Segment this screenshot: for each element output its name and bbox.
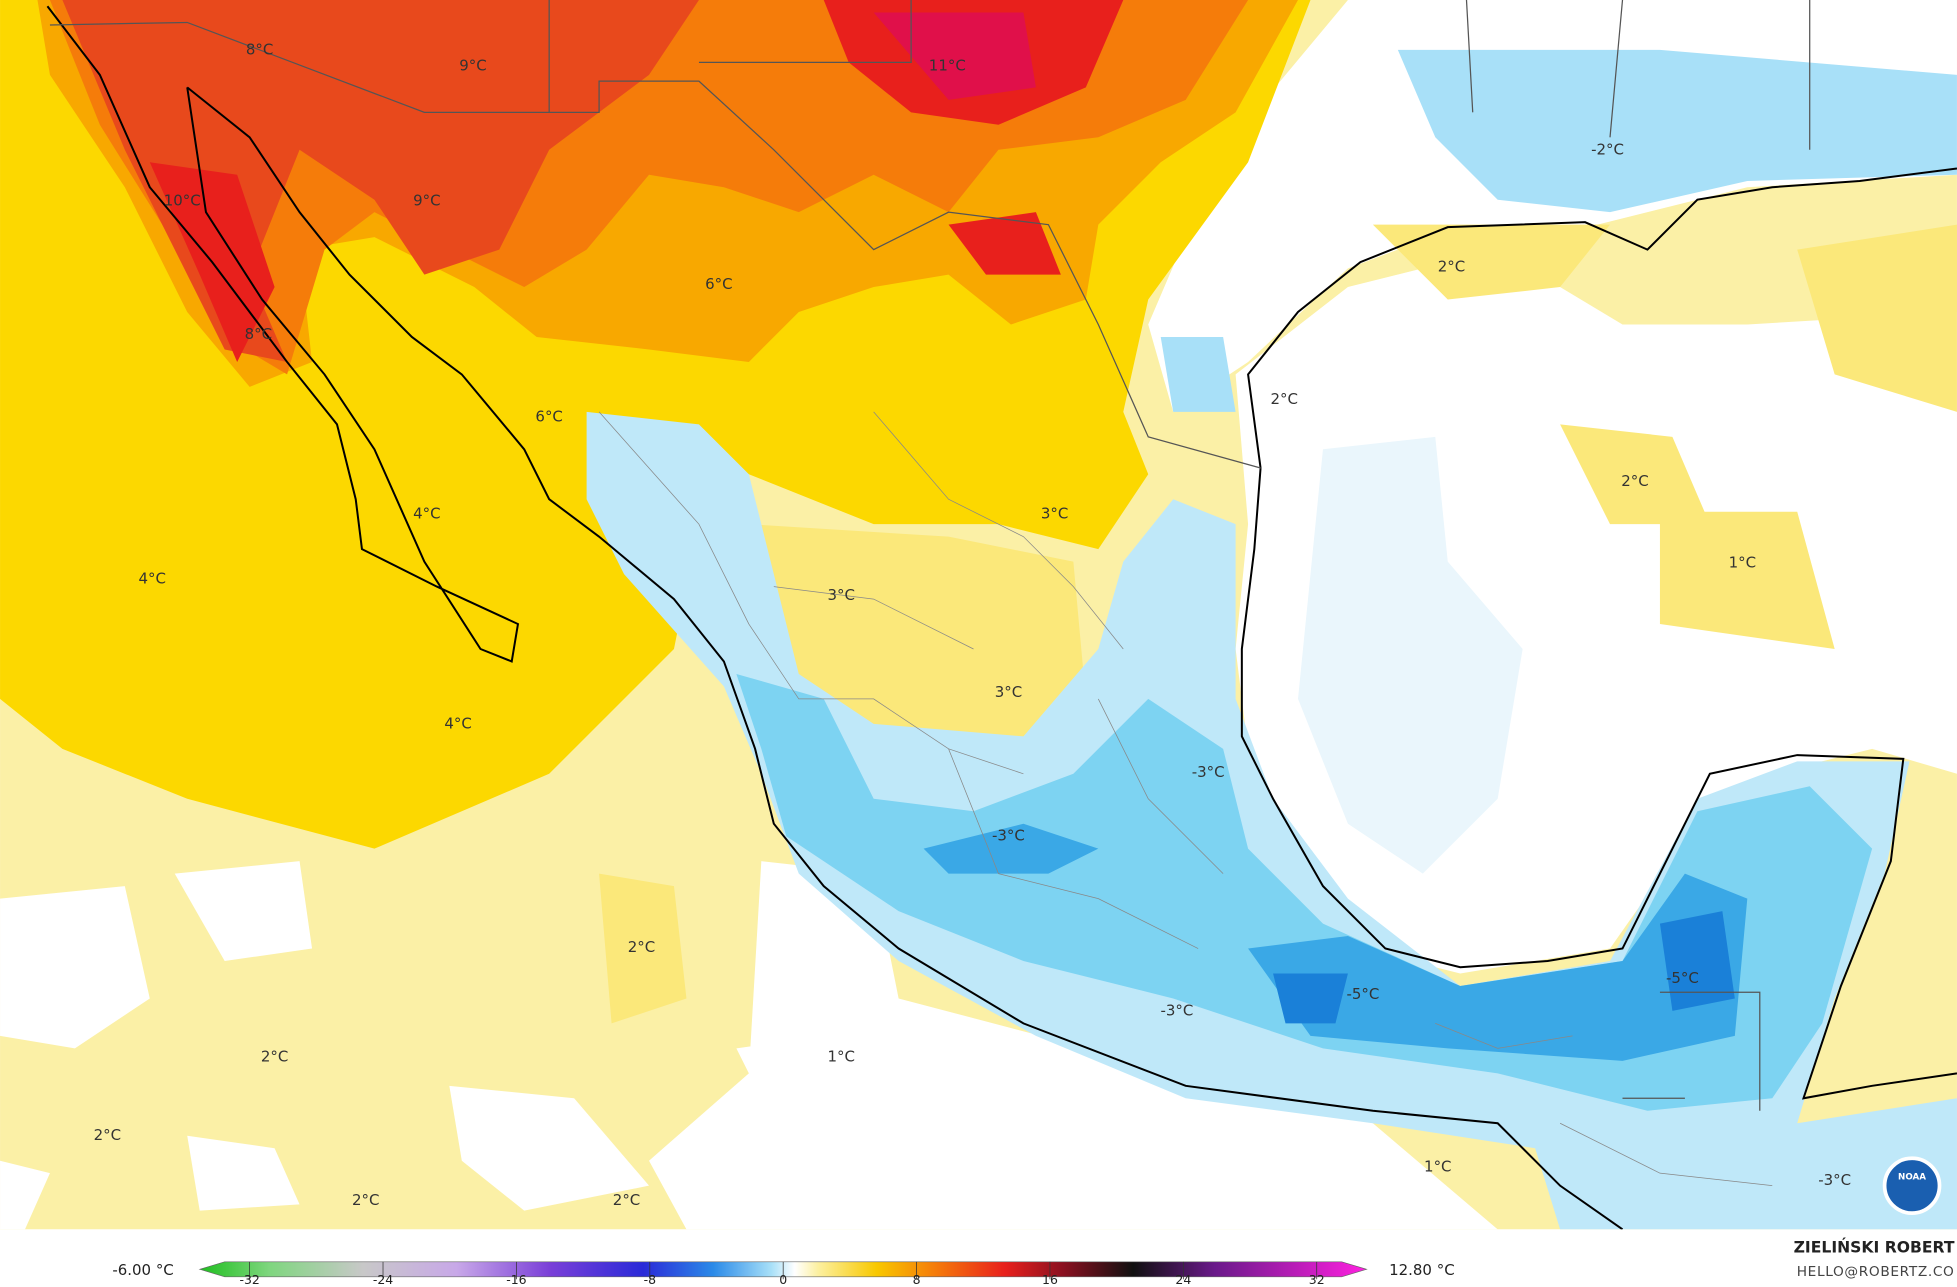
temperature-label: -3°C (1161, 1001, 1194, 1019)
temperature-label: 6°C (535, 407, 562, 425)
temperature-label: -3°C (1818, 1171, 1851, 1189)
temperature-label: 1°C (827, 1048, 854, 1066)
logo-text: NOAA (1898, 1172, 1926, 1182)
temperature-label: 2°C (1271, 390, 1298, 408)
region (923, 823, 1748, 1061)
colorbar-tick-label: 8 (913, 1272, 921, 1287)
temperature-label: 2°C (352, 1191, 379, 1209)
temperature-label: 4°C (444, 714, 471, 732)
temperature-label: 2°C (1438, 258, 1465, 276)
temperature-label: 11°C (929, 57, 966, 75)
credit-name: ZIELIŃSKI ROBERT (1794, 1238, 1955, 1257)
region (149, 162, 1061, 362)
credit-email: HELLO@ROBERTZ.CO (1797, 1264, 1955, 1280)
colorbar: -6.00 °C 12.80 °C -32 -24 -16 -8 0 8 16 24 32 (112, 1261, 1454, 1287)
temperature-label: 10°C (164, 191, 201, 209)
contour-labels: 8°C 9°C 11°C 10°C 9°C 6°C 8°C 6°C 4°C 4°C 3°C 3°C 3°… (94, 40, 1851, 1209)
colorbar-tick-label: 0 (779, 1272, 787, 1287)
colorbar-tick-label: 16 (1042, 1272, 1058, 1287)
temperature-label: 9°C (413, 191, 440, 209)
temperature-label: 1°C (1424, 1157, 1451, 1175)
border (548, 0, 1811, 1111)
colorbar-tick-label: -32 (239, 1272, 259, 1287)
temperature-label: -5°C (1666, 969, 1699, 987)
temperature-label: 4°C (413, 505, 440, 523)
temperature-label: 8°C (246, 40, 273, 58)
coastline (1240, 467, 1957, 1100)
temperature-label: 4°C (139, 570, 166, 588)
temperature-label: 2°C (1621, 472, 1648, 490)
temperature-label: 1°C (1729, 553, 1756, 571)
region (873, 12, 1036, 100)
temperature-label: 2°C (261, 1048, 288, 1066)
temperature-label: 2°C (94, 1126, 121, 1144)
temperature-label: 8°C (245, 325, 272, 343)
colorbar-tick-label: 32 (1309, 1272, 1325, 1287)
temperature-label: 3°C (995, 683, 1022, 701)
borders (49, 0, 1811, 1111)
state-border (598, 411, 1773, 1187)
border (49, 21, 1261, 469)
temperature-label: -2°C (1591, 140, 1624, 158)
temperature-label: -3°C (1192, 763, 1225, 781)
temperature-label: -3°C (992, 827, 1025, 845)
region (1273, 911, 1735, 1024)
colorbar-max: 12.80 °C (1389, 1261, 1455, 1279)
logo-circle (1882, 1156, 1942, 1215)
state-borders (598, 411, 1773, 1187)
map-area: 8°C 9°C 11°C 10°C 9°C 6°C 8°C 6°C 4°C 4°C 3°C 3°C 3°… (0, 0, 1957, 1230)
temperature-label: 6°C (705, 275, 732, 293)
temperature-label: 2°C (628, 938, 655, 956)
region (0, 861, 1498, 1230)
colorbar-tick-label: -16 (506, 1272, 526, 1287)
region (599, 224, 1957, 1024)
colorbar-tick-label: 24 (1175, 1272, 1191, 1287)
temperature-label: 3°C (827, 586, 854, 604)
region (1298, 436, 1523, 874)
colorbar-tick-label: -24 (373, 1272, 393, 1287)
temperature-label: 9°C (459, 57, 486, 75)
coastline (186, 86, 1624, 1230)
temperature-label: 3°C (1041, 505, 1068, 523)
colorbar-min: -6.00 °C (112, 1261, 173, 1279)
noaa-logo: NOAA (1882, 1156, 1942, 1215)
temperature-label: 2°C (613, 1191, 640, 1209)
coastline (46, 5, 520, 663)
colorbar-tick-label: -8 (644, 1272, 656, 1287)
region (1160, 49, 1957, 412)
coastlines (46, 5, 1957, 1230)
coastline (1247, 167, 1957, 469)
temperature-label: -5°C (1346, 985, 1379, 1003)
